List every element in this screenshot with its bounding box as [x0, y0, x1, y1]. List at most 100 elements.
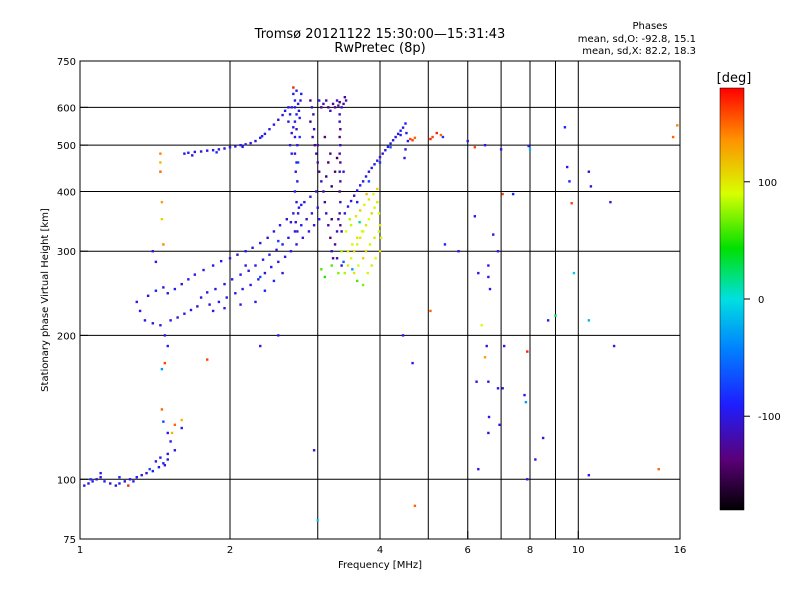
data-point: [351, 243, 354, 246]
data-point: [366, 271, 369, 275]
data-point: [287, 106, 290, 109]
data-point: [487, 380, 490, 383]
x-tick-label: 8: [527, 545, 533, 556]
data-point: [228, 146, 232, 149]
data-point: [268, 127, 271, 131]
data-point: [295, 127, 298, 131]
data-point: [275, 248, 278, 252]
data-point: [316, 519, 319, 522]
data-point: [386, 145, 390, 149]
data-point: [337, 271, 340, 275]
data-point: [180, 282, 183, 286]
data-point: [373, 163, 376, 166]
data-point: [335, 99, 339, 102]
data-point: [244, 143, 247, 146]
data-point: [487, 264, 490, 267]
data-point: [376, 200, 379, 204]
data-point: [309, 195, 312, 198]
data-point: [339, 161, 342, 164]
data-point: [330, 250, 333, 253]
data-point: [399, 133, 402, 137]
data-point: [317, 99, 321, 102]
data-point: [225, 296, 228, 299]
data-point: [205, 149, 209, 152]
stats-o-mode: mean, sd,O: -92.8, 15.1: [578, 34, 696, 45]
colorbar-tick-label: 0: [758, 295, 764, 306]
data-point: [230, 278, 234, 281]
data-point: [268, 253, 271, 256]
data-point: [502, 344, 506, 348]
data-point: [404, 148, 407, 151]
data-point: [435, 131, 438, 135]
chart-title: Tromsø 20121122 15:30:00—15:31:43: [254, 27, 506, 42]
data-point: [159, 152, 162, 155]
data-point: [355, 279, 359, 283]
data-point: [293, 135, 297, 139]
data-point: [391, 139, 395, 142]
data-points: [83, 86, 679, 522]
data-point: [234, 145, 237, 148]
data-point: [109, 482, 112, 485]
data-point: [339, 127, 342, 131]
data-point: [159, 161, 162, 164]
data-point: [325, 99, 328, 102]
data-point: [241, 145, 244, 149]
data-point: [293, 120, 297, 123]
data-point: [173, 449, 177, 452]
x-tick-label: 2: [227, 545, 233, 556]
data-point: [146, 294, 150, 298]
data-point: [211, 309, 215, 313]
x-tick-label: 10: [572, 545, 585, 556]
data-point: [176, 316, 179, 319]
data-point: [355, 200, 359, 204]
data-point: [288, 113, 292, 116]
data-point: [340, 250, 343, 253]
data-point: [263, 271, 267, 275]
data-point: [300, 224, 303, 227]
data-point: [140, 473, 143, 477]
data-point: [312, 127, 316, 131]
data-point: [290, 131, 293, 135]
y-tick-label: 500: [57, 141, 76, 152]
data-point: [565, 165, 569, 169]
grid-lines: [80, 61, 680, 539]
data-point: [401, 126, 405, 129]
data-point: [338, 152, 341, 155]
data-point: [316, 143, 319, 147]
data-point: [343, 95, 347, 99]
y-axis-ticks: 75 100 200 300 400 500 600 750: [57, 57, 88, 546]
data-point: [159, 456, 162, 459]
data-point: [309, 120, 312, 123]
data-point: [340, 264, 343, 267]
data-point: [370, 166, 373, 170]
data-point: [325, 175, 328, 178]
data-point: [259, 241, 262, 245]
data-point: [163, 334, 167, 337]
data-point: [259, 275, 262, 279]
data-point: [344, 99, 348, 102]
data-point: [338, 113, 341, 116]
data-point: [196, 305, 199, 308]
data-point: [199, 296, 203, 299]
data-point: [166, 458, 169, 461]
data-point: [135, 476, 138, 479]
data-point: [244, 264, 247, 267]
data-point: [114, 484, 118, 487]
data-point: [441, 135, 445, 139]
y-tick-label: 750: [57, 57, 76, 68]
data-point: [316, 161, 319, 164]
data-point: [95, 478, 98, 481]
data-point: [364, 224, 368, 227]
data-point: [358, 209, 362, 212]
data-point: [169, 440, 172, 443]
data-point: [344, 230, 348, 233]
data-point: [123, 480, 126, 483]
data-point: [289, 250, 293, 253]
data-point: [303, 200, 306, 204]
data-point: [135, 300, 138, 304]
data-point: [327, 161, 330, 164]
data-point: [183, 312, 186, 315]
data-point: [312, 113, 315, 116]
data-point: [327, 224, 330, 227]
data-point: [413, 136, 417, 140]
